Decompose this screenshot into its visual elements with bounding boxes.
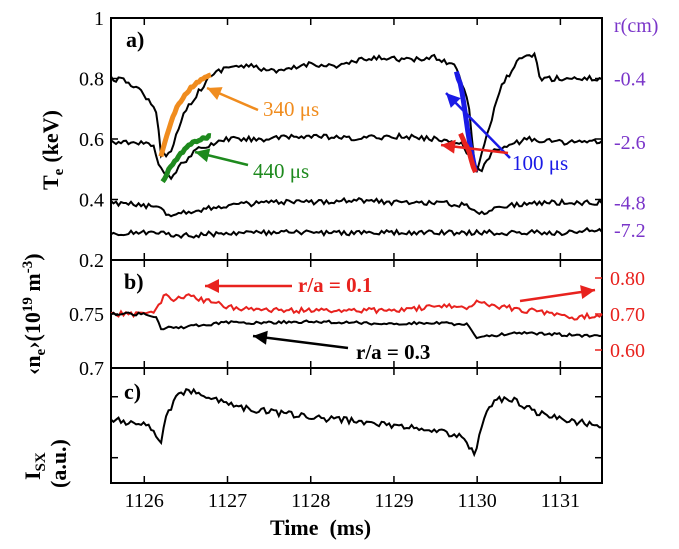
panel-b-ylabel: ‹ne›(1019 m-3) [20, 253, 49, 375]
temperature-trace [110, 131, 603, 181]
right-axis-title: r(cm) [614, 15, 658, 37]
label-100: 100 μs [512, 151, 568, 175]
y-tick-label: 1 [94, 8, 104, 30]
y-tick-label: 0.4 [79, 190, 104, 212]
x-tick-label: 1126 [125, 490, 164, 512]
x-tick-label: 1128 [291, 490, 330, 512]
panel-c-frame [110, 367, 603, 484]
arrow-ra03 [252, 334, 349, 350]
y-tick-label: 0.8 [79, 69, 104, 91]
x-tick-label: 1131 [541, 490, 580, 512]
x-tick-label: 1129 [374, 490, 413, 512]
arrow-100-head [446, 93, 461, 108]
y-right-tick-label: 0.80 [610, 268, 645, 290]
panel-c-ylabel: ISX [20, 452, 49, 480]
sx-trace [110, 387, 603, 458]
temperature-trace [110, 51, 603, 173]
y-tick-label: 0.75 [69, 304, 104, 326]
temperature-trace [110, 196, 603, 218]
label-ra01: r/a = 0.1 [298, 273, 372, 297]
radius-label: -2.6 [614, 132, 646, 154]
density-trace [110, 293, 603, 321]
x-tick-label: 1130 [458, 490, 497, 512]
y-right-tick-label: 0.70 [610, 304, 645, 326]
x-axis-title: Time (ms) [270, 515, 371, 540]
arrow-440-head [195, 148, 211, 163]
label-ra03: r/a = 0.3 [356, 340, 430, 364]
density-trace [110, 311, 603, 340]
y-tick-label: 0.7 [79, 358, 104, 380]
y-tick-label: 0.2 [79, 250, 104, 272]
radius-label: -7.2 [614, 220, 646, 242]
label-340: 340 μs [263, 97, 319, 121]
arrow-100-red-head [441, 139, 456, 154]
radius-label: -0.4 [614, 69, 646, 91]
arrow-100 [445, 92, 511, 159]
series-layer: -0.4 -2.6 -4.8 -7.2 [110, 51, 646, 458]
annotation-layer: 340 μs 440 μs 100 μs r/a = 0.1 r/a = 0.3 [194, 86, 596, 364]
arrow-ra03-head [253, 330, 268, 345]
arrow-ra01-head [205, 279, 219, 293]
ticks-layer: 1126 1127 1128 1129 1130 1131 0.2 0.4 0.6 0.8 1 0.7… [69, 8, 645, 512]
temperature-trace [110, 226, 603, 239]
panel-b-label: b) [124, 269, 144, 294]
panel-a-label: a) [126, 27, 144, 52]
arrow-right-axis-head [580, 285, 595, 299]
arrow-340-head [207, 87, 223, 100]
y-tick-label: 0.6 [79, 129, 104, 151]
x-tick-label: 1127 [208, 490, 247, 512]
recovery-fit [160, 133, 212, 184]
y-right-tick-label: 0.60 [610, 340, 645, 362]
panel-c-label: c) [124, 379, 141, 404]
recovery-fit [158, 72, 212, 158]
label-440: 440 μs [253, 159, 309, 183]
panel-a-ylabel: Te(keV) [38, 110, 67, 190]
panel-c-ylabel-unit: (a.u.) [46, 439, 71, 488]
radius-label: -4.8 [614, 193, 646, 215]
